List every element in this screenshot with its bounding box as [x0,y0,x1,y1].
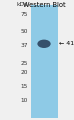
Text: 15: 15 [21,84,28,89]
Text: 25: 25 [21,61,28,66]
Text: 37: 37 [21,43,28,48]
Text: ← 41kDa: ← 41kDa [59,41,74,46]
Text: kDa: kDa [17,2,28,7]
FancyBboxPatch shape [31,5,58,118]
Ellipse shape [37,40,51,48]
Text: 20: 20 [21,69,28,75]
Text: Western Blot: Western Blot [23,2,66,8]
Text: 50: 50 [21,29,28,34]
Text: 75: 75 [21,12,28,17]
Text: 10: 10 [21,98,28,103]
